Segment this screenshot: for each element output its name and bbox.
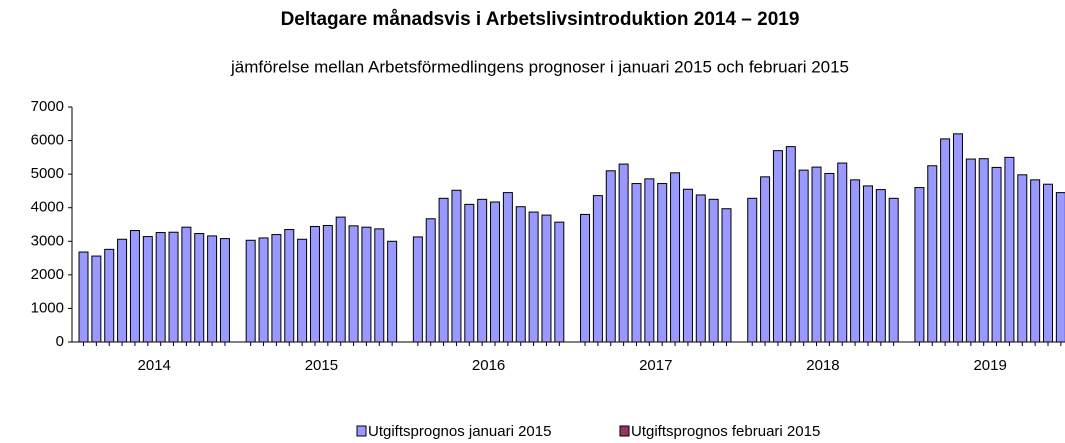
bar <box>1017 174 1028 343</box>
bar <box>952 133 963 343</box>
bar <box>477 198 488 343</box>
y-tick-label: 5000 <box>31 165 64 182</box>
bar <box>811 166 822 343</box>
bar <box>760 176 771 343</box>
bar <box>515 206 526 343</box>
bar <box>592 195 603 343</box>
x-tick-label: 2017 <box>639 357 672 374</box>
legend-swatch <box>356 425 367 437</box>
bar <box>219 238 230 343</box>
bar <box>374 228 385 343</box>
bar <box>181 226 192 343</box>
y-tick-label: 0 <box>56 333 64 350</box>
bar <box>644 178 655 343</box>
bar <box>207 235 218 343</box>
bar <box>271 234 282 343</box>
bar <box>682 188 693 343</box>
bar <box>1030 179 1041 343</box>
bar <box>772 150 783 343</box>
y-tick-label: 3000 <box>31 232 64 249</box>
bar <box>425 218 436 343</box>
bar <box>502 192 513 343</box>
bar <box>605 170 616 343</box>
legend-label: Utgiftsprognos januari 2015 <box>368 423 551 440</box>
y-tick-label: 4000 <box>31 199 64 216</box>
bar <box>580 213 591 343</box>
legend-label: Utgiftsprognos februari 2015 <box>631 423 820 440</box>
bar <box>348 225 359 343</box>
x-tick-label: 2016 <box>472 357 505 374</box>
bar <box>451 189 462 343</box>
legend-swatch <box>619 425 630 437</box>
bar <box>708 198 719 343</box>
bar <box>284 229 295 343</box>
bar <box>785 146 796 343</box>
bar <box>914 187 925 343</box>
bar <box>657 183 668 343</box>
x-tick-label: 2019 <box>973 357 1006 374</box>
bar <box>862 185 873 343</box>
bar <box>1055 192 1065 343</box>
bar <box>361 226 372 343</box>
bar <box>670 172 681 343</box>
bar <box>554 221 565 343</box>
bar <box>927 165 938 343</box>
bar <box>258 237 269 343</box>
bar <box>798 169 809 343</box>
bar <box>528 211 539 343</box>
bar <box>1004 156 1015 343</box>
bar <box>837 162 848 343</box>
bar <box>541 214 552 343</box>
bar <box>618 163 629 343</box>
bar <box>104 248 115 343</box>
bar <box>438 197 449 343</box>
bar <box>91 255 102 343</box>
bar <box>412 236 423 343</box>
bar <box>695 194 706 343</box>
bar <box>245 239 256 343</box>
y-tick-label: 7000 <box>31 98 64 115</box>
chart-subtitle: jämförelse mellan Arbetsförmedlingens pr… <box>230 57 849 76</box>
bar <box>850 179 861 343</box>
bar <box>991 166 1002 343</box>
x-tick-label: 2014 <box>138 357 171 374</box>
x-tick-label: 2015 <box>305 357 338 374</box>
bar <box>631 183 642 343</box>
bar <box>940 138 951 343</box>
bar <box>117 238 128 343</box>
y-tick-label: 6000 <box>31 132 64 149</box>
bar <box>142 236 153 343</box>
bar <box>978 158 989 343</box>
bar <box>129 230 140 343</box>
bar <box>875 189 886 343</box>
bar <box>965 158 976 343</box>
y-tick-label: 1000 <box>31 299 64 316</box>
bar <box>888 197 899 343</box>
bar <box>155 232 166 343</box>
bar <box>387 240 398 343</box>
bar <box>297 238 308 343</box>
chart-title: Deltagare månadsvis i Arbetslivsintroduk… <box>281 9 800 30</box>
bar <box>335 216 346 343</box>
bar <box>747 197 758 343</box>
bar <box>824 172 835 343</box>
x-tick-label: 2018 <box>806 357 839 374</box>
bar <box>1043 183 1053 343</box>
y-tick-label: 2000 <box>31 266 64 283</box>
bar <box>322 225 333 343</box>
bar <box>168 231 179 343</box>
bar <box>78 251 89 343</box>
bar <box>194 233 205 343</box>
bar <box>309 226 320 343</box>
bar <box>464 203 475 343</box>
bar <box>721 208 732 343</box>
bar <box>490 201 501 343</box>
